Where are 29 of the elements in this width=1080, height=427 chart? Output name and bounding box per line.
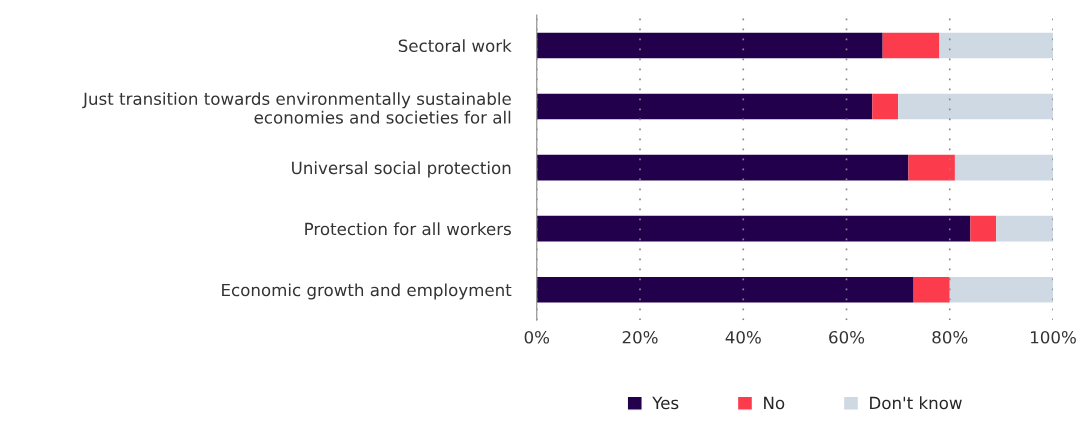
bar — [970, 215, 997, 242]
x-tick-label: 60% — [829, 330, 865, 344]
bar — [536, 154, 909, 181]
x-tick-label: 40% — [725, 330, 761, 344]
bar — [898, 93, 1053, 120]
x-tick-label: 0% — [524, 330, 550, 344]
bar — [996, 215, 1053, 242]
bar — [536, 32, 883, 59]
y-tick-label: Protection for all workers — [305, 222, 511, 236]
y-tick-label: Universal social protection — [292, 161, 511, 178]
bar — [536, 276, 914, 303]
bar — [882, 32, 940, 59]
bar — [949, 276, 1053, 303]
y-tick-label: Just transition towards environmentally sustainable economies and societies for all — [82, 92, 511, 124]
bar — [954, 154, 1053, 181]
x-tick-label: 20% — [622, 330, 658, 344]
bar — [939, 32, 1053, 59]
y-tick-label: Economic growth and employment — [222, 283, 512, 300]
bar — [872, 93, 899, 120]
bar — [913, 276, 950, 303]
x-tick-label: 100% — [1031, 330, 1076, 344]
legend-label: No — [764, 396, 785, 410]
y-tick-label: Sectoral work — [398, 39, 512, 53]
bar — [536, 93, 873, 120]
bar — [536, 215, 971, 242]
x-tick-label: 80% — [932, 330, 968, 344]
legend-label: Yes — [652, 396, 679, 410]
bar — [908, 154, 955, 181]
legend-label: Don't know — [870, 396, 962, 410]
